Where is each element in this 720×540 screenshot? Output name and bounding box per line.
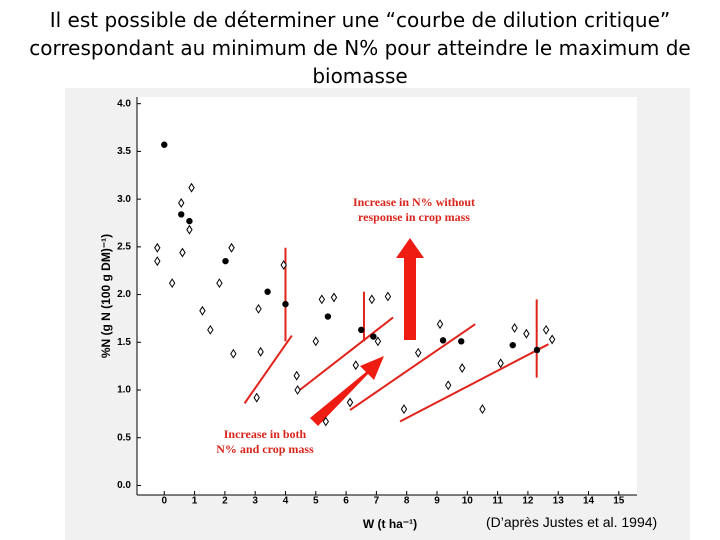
annotation-line: N% and crop mass: [216, 442, 314, 456]
point: [179, 247, 186, 258]
point: [330, 292, 338, 303]
y-tick-label: 1.5: [117, 337, 131, 348]
point: [154, 256, 161, 267]
point: [186, 217, 193, 225]
point: [280, 260, 287, 270]
point: [318, 294, 326, 305]
point: [458, 338, 465, 345]
point: [436, 319, 444, 330]
point: [199, 305, 206, 316]
source: (D’après Justes et al. 1994): [486, 514, 658, 530]
point: [264, 288, 271, 295]
x-tick-label: 15: [613, 496, 625, 507]
point: [257, 346, 264, 357]
point: [178, 198, 185, 208]
point: [370, 333, 377, 340]
y-tick-label: 0.5: [117, 432, 131, 443]
point: [312, 336, 319, 347]
point: [324, 313, 332, 320]
x-tick-label: 1: [192, 496, 198, 507]
x-tick-label: 7: [374, 496, 380, 507]
x-tick-label: 8: [404, 496, 410, 507]
point: [509, 341, 516, 349]
point: [439, 337, 447, 344]
x-tick-label: 3: [252, 496, 258, 507]
y-tick-label: 3.5: [117, 146, 131, 157]
x-tick-label: 5: [313, 496, 319, 507]
point: [511, 323, 518, 333]
fit-line: [243, 335, 293, 404]
point: [161, 141, 168, 148]
point: [358, 326, 365, 334]
x-tick-label: 14: [583, 496, 595, 507]
point: [186, 224, 193, 235]
point: [188, 182, 195, 193]
diagonal-arrow: [310, 356, 384, 426]
y-tick-label: 2.0: [117, 289, 131, 300]
y-tick-label: 2.5: [117, 241, 131, 252]
point: [222, 257, 229, 265]
point: [230, 348, 237, 359]
fit-line: [349, 323, 476, 411]
point: [154, 242, 161, 253]
point: [548, 334, 556, 345]
x-tick-label: 0: [161, 496, 167, 507]
point: [216, 278, 223, 289]
point: [253, 392, 260, 403]
point: [352, 360, 359, 371]
point: [255, 303, 262, 314]
x-tick-label: 13: [553, 496, 565, 507]
y-tick-label: 4.0: [117, 98, 131, 109]
point: [400, 404, 408, 415]
point: [322, 416, 329, 427]
x-tick-label: 11: [492, 496, 503, 507]
point: [523, 328, 530, 339]
x-tick-label: 4: [283, 496, 289, 507]
y-axis-label: %N (g N (100 g DM)⁻¹): [99, 234, 113, 358]
x-tick-label: 6: [343, 496, 349, 507]
y-tick-label: 3.0: [117, 194, 131, 205]
point: [415, 347, 422, 358]
point: [374, 336, 382, 347]
point: [458, 363, 466, 373]
y-tick-label: 1.0: [117, 385, 131, 396]
y-tick-label: 0.0: [117, 480, 131, 491]
point: [542, 324, 550, 335]
point: [497, 358, 504, 369]
x-tick-label: 10: [462, 496, 474, 507]
annotation-line: Increase in N% without: [353, 195, 475, 209]
annotation: Increase in both N% and crop mass: [216, 427, 314, 456]
up-arrow: [396, 238, 424, 340]
point: [445, 380, 452, 391]
fit-line: [299, 316, 394, 391]
x-axis-label: W (t ha⁻¹): [363, 517, 417, 531]
point: [228, 242, 235, 253]
annotation: Increase in N% without response in crop m…: [353, 195, 475, 224]
fit-line: [399, 343, 549, 423]
slide-title: Il est possible de déterminer une “courb…: [29, 8, 691, 88]
x-tick-label: 2: [222, 496, 228, 507]
annotation-line: response in crop mass: [358, 210, 470, 224]
point: [479, 404, 486, 415]
annotation-line: Increase in both: [224, 427, 307, 441]
point: [384, 291, 392, 302]
point: [168, 278, 176, 289]
point: [293, 370, 300, 381]
point: [178, 211, 185, 218]
point: [533, 346, 541, 354]
x-tick-label: 12: [522, 496, 534, 507]
point: [282, 300, 289, 308]
point: [346, 397, 354, 408]
point: [368, 294, 376, 305]
x-tick-label: 9: [434, 496, 440, 507]
point: [294, 385, 301, 395]
point: [207, 324, 214, 335]
